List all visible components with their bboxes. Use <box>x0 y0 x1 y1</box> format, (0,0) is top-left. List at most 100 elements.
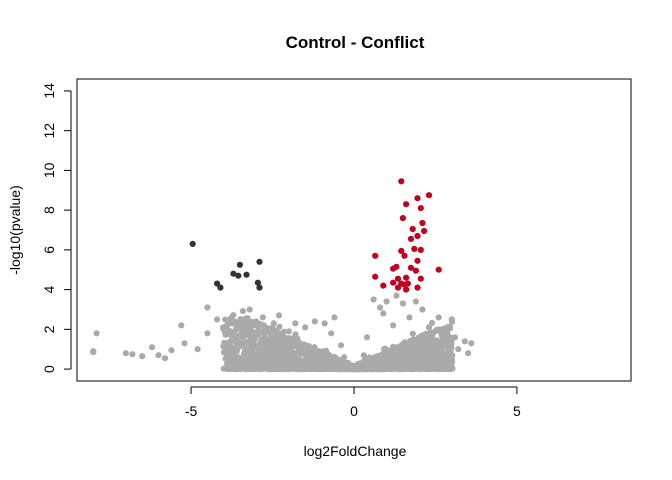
background-point <box>416 349 423 356</box>
data-point <box>292 320 299 327</box>
data-point <box>235 272 242 279</box>
data-point <box>417 205 424 212</box>
background-point <box>225 344 233 351</box>
background-point <box>300 347 307 354</box>
data-point <box>398 247 405 254</box>
background-point <box>440 342 447 349</box>
background-point <box>288 341 295 348</box>
data-point <box>254 279 261 286</box>
x-tick-label: -5 <box>185 403 198 419</box>
background-point <box>409 330 416 337</box>
background-point <box>251 334 259 341</box>
background-point <box>295 344 302 351</box>
background-point <box>243 351 250 358</box>
background-point <box>228 359 235 366</box>
data-point <box>417 246 424 253</box>
background-point <box>258 338 265 345</box>
data-point <box>302 324 309 331</box>
background-point <box>433 326 440 334</box>
data-point <box>399 215 406 222</box>
background-point <box>233 362 240 369</box>
background-point <box>418 365 425 372</box>
background-point <box>320 366 327 373</box>
background-point <box>407 342 414 349</box>
background-point <box>236 342 243 349</box>
background-point <box>264 353 271 360</box>
background-point <box>424 337 431 344</box>
y-tick-label: 10 <box>41 162 57 178</box>
data-point <box>409 225 416 233</box>
background-point <box>229 365 236 372</box>
data-point <box>178 322 185 329</box>
y-tick-label: 8 <box>41 206 57 214</box>
data-point <box>328 330 335 337</box>
background-point <box>421 359 428 366</box>
data-point <box>425 192 433 199</box>
data-point <box>246 306 253 313</box>
data-point <box>341 354 348 361</box>
background-point <box>433 337 440 344</box>
background-point <box>286 349 293 356</box>
background-point <box>282 354 289 361</box>
data-point <box>461 338 468 345</box>
data-point <box>419 219 426 227</box>
data-point <box>414 284 421 291</box>
data-point <box>161 355 169 362</box>
data-point <box>394 284 402 291</box>
background-point <box>259 329 266 336</box>
data-point <box>93 330 100 337</box>
data-point <box>412 298 419 305</box>
background-point <box>243 317 250 324</box>
background-point <box>391 359 398 366</box>
background-point <box>372 365 379 372</box>
data-point <box>390 279 397 286</box>
background-point <box>401 347 408 354</box>
background-point <box>319 360 326 367</box>
background-point <box>286 335 293 343</box>
data-point <box>380 310 387 317</box>
background-point <box>262 324 269 331</box>
data-point <box>243 271 250 278</box>
data-point <box>383 298 390 305</box>
background-point <box>446 343 453 350</box>
background-point <box>255 366 262 373</box>
background-point <box>436 364 443 371</box>
data-point <box>442 326 449 333</box>
nonsignificant-point-cloud <box>219 308 456 373</box>
data-point <box>227 316 234 323</box>
y-tick-label: 0 <box>41 365 57 373</box>
data-point <box>425 324 433 331</box>
data-point <box>230 270 237 277</box>
background-point <box>238 323 245 330</box>
data-point <box>403 201 410 208</box>
data-point <box>204 304 211 311</box>
data-point <box>220 326 227 333</box>
y-tick-label: 14 <box>41 83 57 99</box>
background-point <box>231 349 238 356</box>
data-point <box>421 227 428 235</box>
data-point <box>407 264 415 271</box>
background-point <box>276 342 283 349</box>
data-point <box>372 273 379 280</box>
background-point <box>242 345 249 353</box>
data-point <box>194 346 201 353</box>
background-point <box>402 357 409 364</box>
background-point <box>341 362 348 369</box>
data-point <box>168 347 175 354</box>
background-point <box>274 365 281 372</box>
background-point <box>264 344 272 351</box>
data-point <box>370 296 377 303</box>
data-point <box>406 314 413 321</box>
data-point <box>403 274 410 281</box>
background-point <box>415 357 422 364</box>
background-point <box>381 364 388 371</box>
background-point <box>434 346 441 353</box>
data-point <box>189 240 196 247</box>
data-point <box>399 300 406 307</box>
background-point <box>322 347 329 354</box>
background-point <box>447 352 454 359</box>
plot-frame <box>76 78 632 382</box>
data-point <box>236 261 243 268</box>
background-point <box>368 355 375 362</box>
